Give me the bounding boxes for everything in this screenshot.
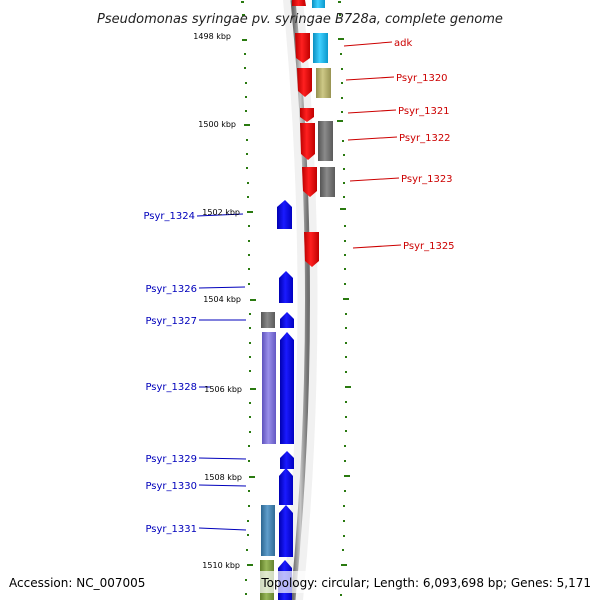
gene-label-psyr1324[interactable]: Psyr_1324 — [143, 211, 195, 222]
gene-label-psyr1330[interactable]: Psyr_1330 — [145, 481, 197, 492]
gene-arrow-psyr1326[interactable] — [279, 271, 293, 303]
position-label: 1502 kbp — [202, 208, 240, 217]
inner-tick-track — [241, 1, 256, 595]
gene-arrow-psyr1321[interactable] — [300, 108, 314, 122]
position-label: 1510 kbp — [202, 561, 240, 570]
gene-arrow-adk[interactable] — [295, 33, 310, 63]
gene-label-psyr1326[interactable]: Psyr_1326 — [145, 284, 197, 295]
gene-label-psyr1331[interactable]: Psyr_1331 — [145, 524, 197, 535]
cog-forward-track — [312, 0, 335, 197]
gene-label-psyr1327[interactable]: Psyr_1327 — [145, 316, 197, 327]
position-label: 1506 kbp — [204, 385, 242, 394]
outer-tick-track — [337, 1, 351, 596]
cog-block-psyr1327 — [261, 312, 275, 328]
cog-block-adk — [312, 0, 325, 8]
position-label: 1504 kbp — [203, 295, 241, 304]
gene-label-psyr1321[interactable]: Psyr_1321 — [398, 106, 450, 117]
gene-label-psyr1320[interactable]: Psyr_1320 — [396, 73, 448, 84]
gene-arrow-psyr1324[interactable] — [277, 200, 292, 229]
cog-reverse-track — [260, 312, 276, 600]
gene-arrow-psyr1329[interactable] — [280, 451, 294, 469]
position-label: 1500 kbp — [198, 120, 236, 129]
gene-label-adk[interactable]: adk — [394, 38, 412, 49]
reverse-label-leaders — [196, 213, 247, 531]
gene-arrow-psyr1328[interactable] — [280, 332, 294, 444]
gene-label-psyr1325[interactable]: Psyr_1325 — [403, 241, 455, 252]
map-title: Pseudomonas syringae pv. syringae B728a,… — [97, 12, 503, 27]
gene-label-psyr1322[interactable]: Psyr_1322 — [399, 133, 451, 144]
reverse-strand-track — [277, 200, 294, 600]
gene-arrow-psyr1322[interactable] — [300, 123, 315, 160]
gene-arrow-psyr1325[interactable] — [304, 232, 319, 267]
gene-arrow-psyr1327[interactable] — [280, 312, 294, 328]
cog-block-psyr1328 — [262, 332, 276, 444]
footer-backdrop — [258, 571, 600, 593]
gene-arrow-psyr1330[interactable] — [279, 468, 293, 505]
gene-arrow-psyr1323[interactable] — [302, 167, 317, 197]
cog-block-psyr1323 — [320, 167, 335, 197]
cog-block-psyr1331 — [261, 505, 275, 556]
cog-block-adk — [313, 33, 328, 63]
reverse-gene-labels: Psyr_1324 Psyr_1326 Psyr_1327 Psyr_1328 … — [143, 211, 197, 535]
position-label: 1498 kbp — [193, 32, 231, 41]
position-labels: 1498 kbp 1500 kbp 1502 kbp 1504 kbp 1506… — [193, 32, 242, 570]
forward-label-leaders — [343, 41, 402, 249]
position-label: 1508 kbp — [204, 473, 242, 482]
gene-arrow-psyr1320[interactable] — [297, 68, 312, 97]
gene-label-psyr1323[interactable]: Psyr_1323 — [401, 174, 453, 185]
forward-gene-labels: adk Psyr_1320 Psyr_1321 Psyr_1322 Psyr_1… — [394, 38, 455, 252]
gene-label-psyr1329[interactable]: Psyr_1329 — [145, 454, 197, 465]
accession-text: Accession: NC_007005 — [9, 576, 145, 590]
cog-block-psyr1322 — [318, 121, 333, 161]
forward-strand-track — [292, 0, 319, 267]
gene-arrow-psyr1331[interactable] — [279, 505, 293, 557]
gene-arrow-adk[interactable] — [292, 0, 306, 6]
gene-label-psyr1328[interactable]: Psyr_1328 — [145, 382, 197, 393]
cog-block-psyr1320 — [316, 68, 331, 98]
genome-summary-text: Topology: circular; Length: 6,093,698 bp… — [260, 576, 591, 590]
